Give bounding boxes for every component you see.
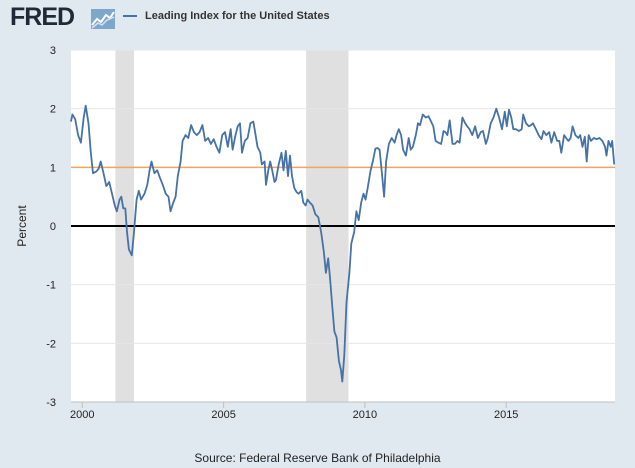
y-tick-label: 3: [50, 45, 56, 57]
legend-label: Leading Index for the United States: [145, 10, 330, 22]
x-tick-label: 2000: [70, 409, 94, 421]
y-tick-label: 1: [50, 162, 56, 174]
x-tick-label: 2015: [494, 409, 518, 421]
fred-logo[interactable]: FRED: [10, 3, 75, 31]
x-tick-label: 2010: [353, 409, 377, 421]
series-line: [70, 104, 616, 383]
y-tick-label: -2: [46, 338, 56, 350]
y-axis-label: Percent: [15, 205, 29, 247]
y-tick-label: -1: [46, 280, 56, 292]
legend-swatch: [123, 15, 137, 17]
y-tick-label: 0: [50, 221, 56, 233]
y-tick-label: -3: [46, 397, 56, 409]
y-tick-label: 2: [50, 104, 56, 116]
fred-logo-graph-icon: [91, 9, 115, 29]
x-tick-label: 2005: [211, 409, 235, 421]
chart-legend[interactable]: Leading Index for the United States: [123, 10, 330, 22]
chart-source: Source: Federal Reserve Bank of Philadel…: [194, 451, 441, 465]
chart-header: FRED Leading Index for the United States: [0, 0, 635, 36]
